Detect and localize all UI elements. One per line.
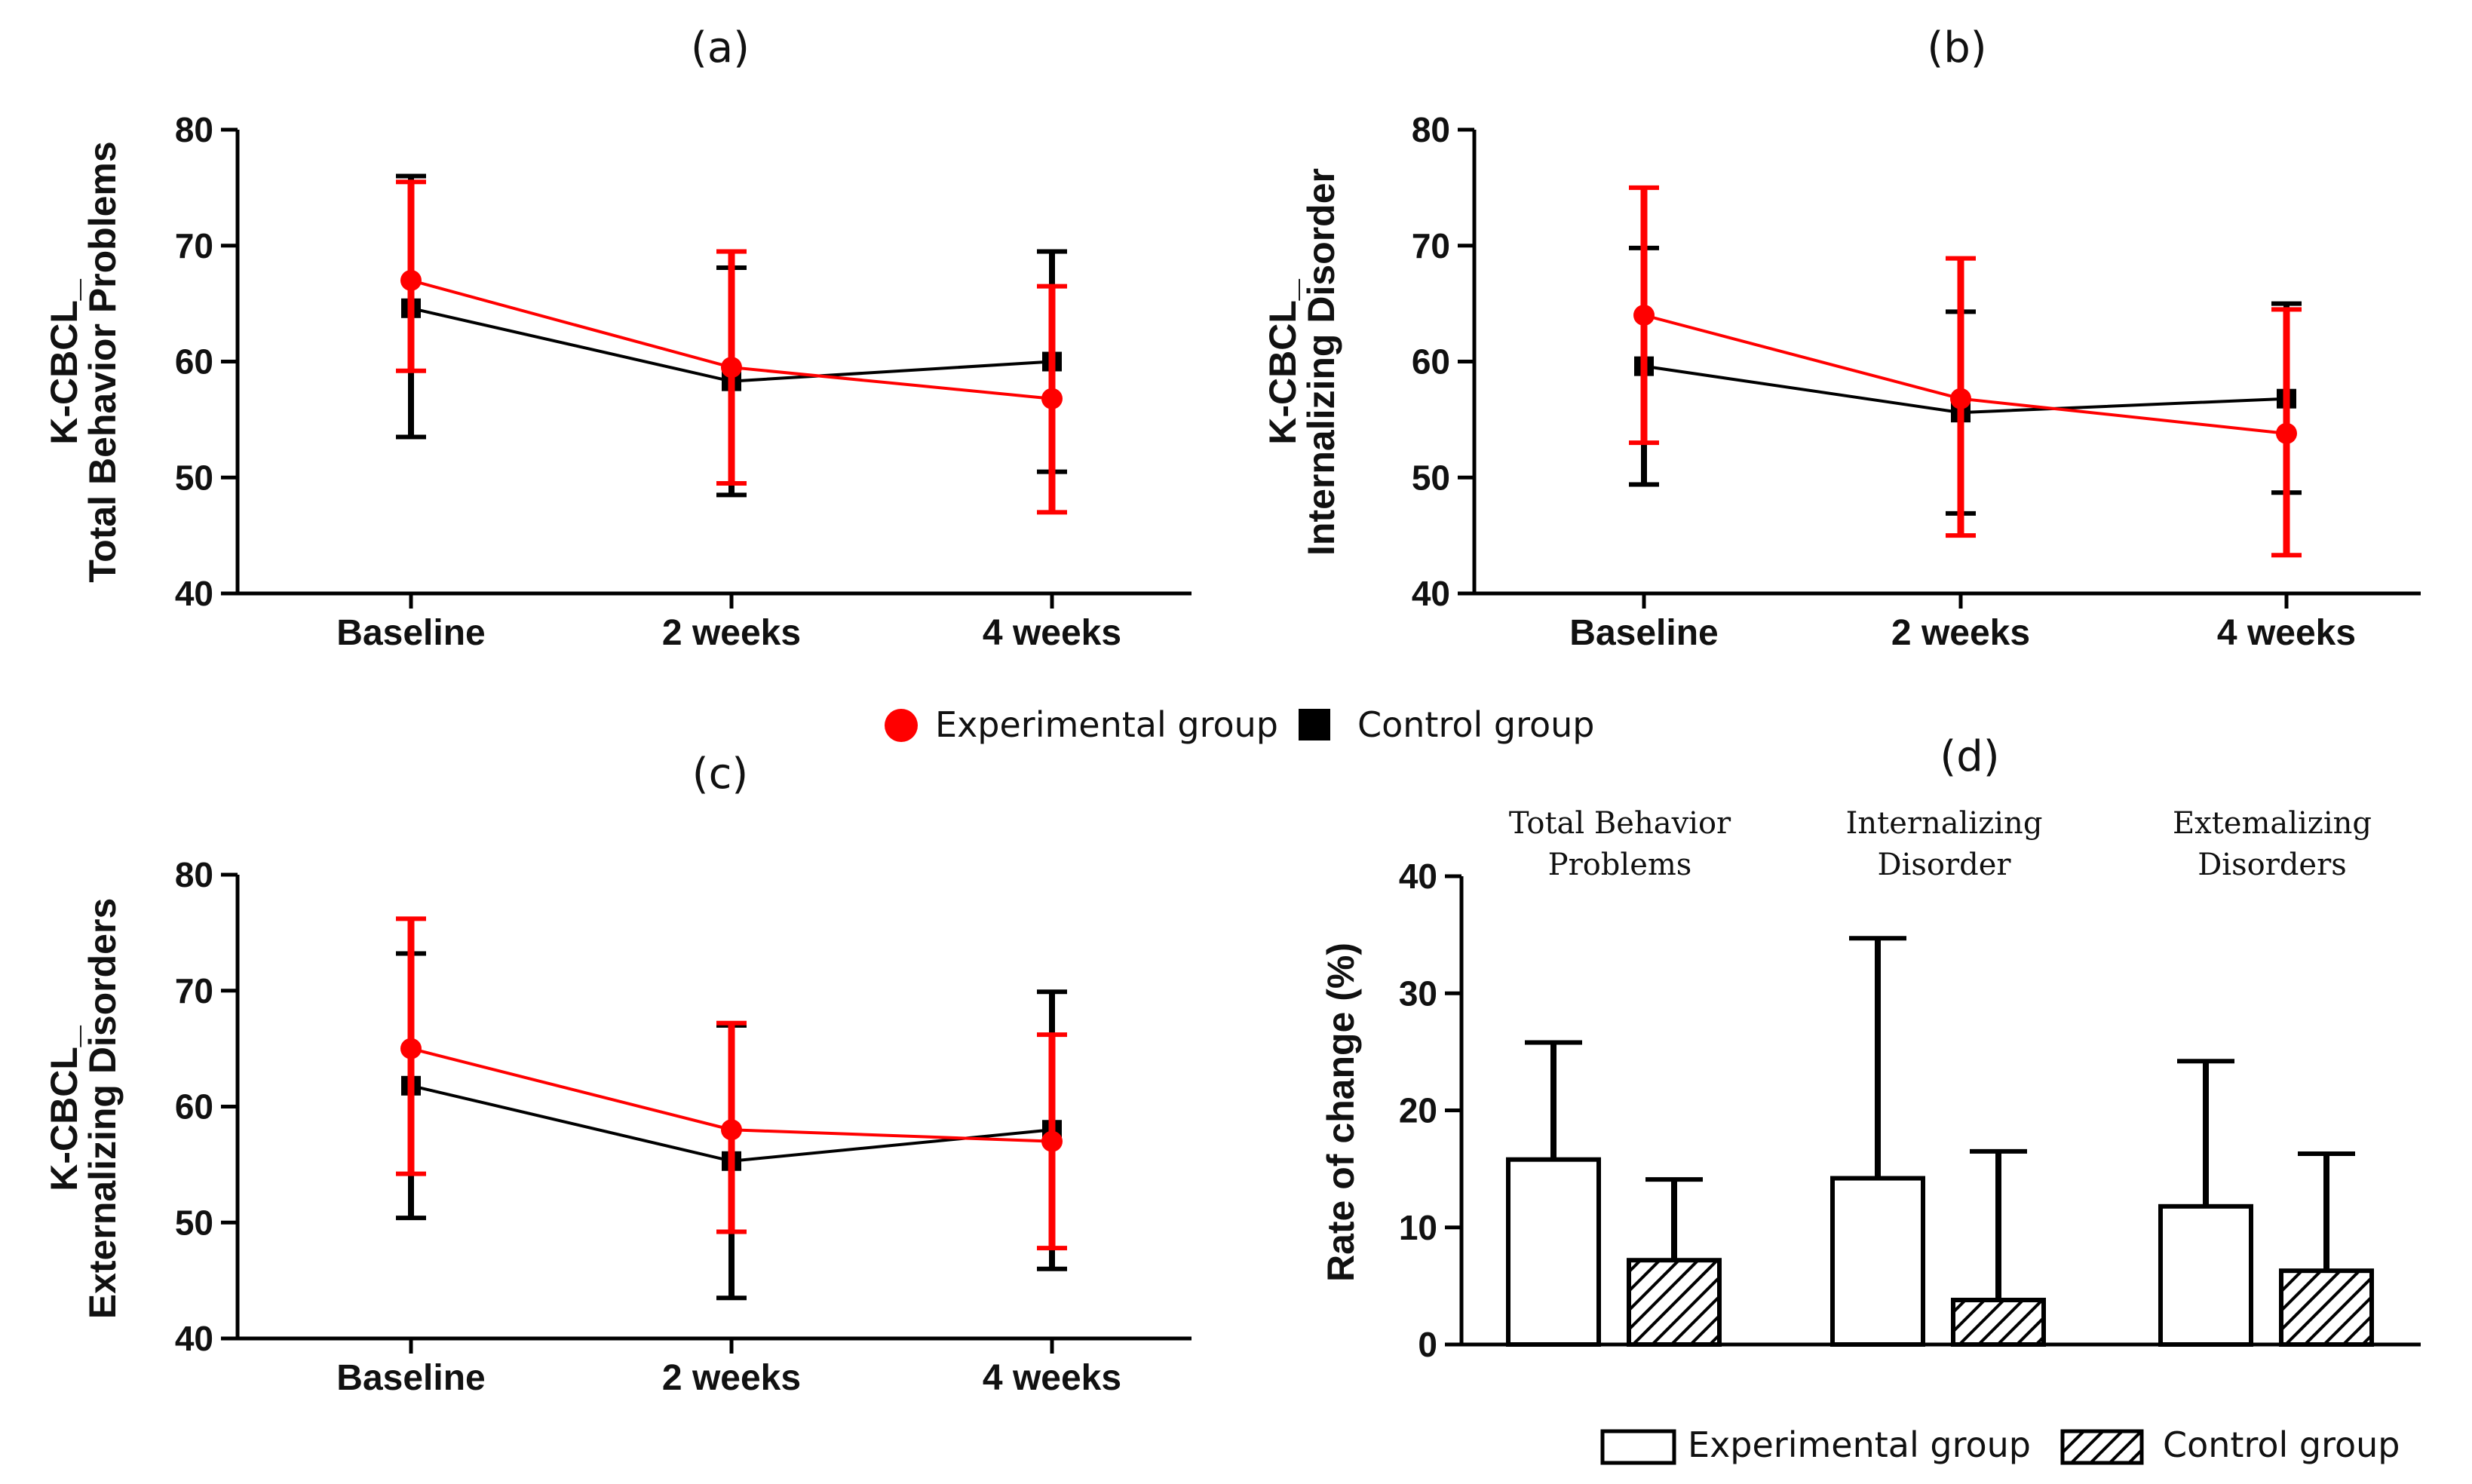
figure-legend: Experimental group Control group: [885, 704, 1595, 745]
experimental-bar: [1830, 1176, 1925, 1348]
panel-c-plot: 40 50 60 70 80 Baseline 2 weeks 4 weeks: [175, 855, 1192, 1398]
experimental-data-point: [1041, 388, 1063, 409]
legend-experimental-label: Experimental group: [935, 704, 1278, 745]
panel-b-ylabel-line2: Internalizing Disorder: [1300, 168, 1342, 556]
experimental-data-point: [2276, 422, 2297, 444]
y-tick-label: 70: [175, 226, 213, 265]
category-label-line1: Extemalizing: [2173, 806, 2372, 841]
panel-a-plot: 40 50 60 70 80 Baseline 2 weeks 4 weeks: [175, 110, 1192, 653]
category-label-line1: Total Behavior: [1509, 806, 1731, 841]
category-label-line2: Problems: [1548, 848, 1692, 882]
legend-experimental-marker: [885, 709, 918, 742]
x-tick-label: 4 weeks: [983, 1358, 1121, 1398]
bar-legend-experimental-swatch: [1600, 1429, 1676, 1465]
panel-a-ylabel-line2: Total Behavior Problems: [81, 141, 124, 582]
y-tick-label: 50: [175, 1203, 213, 1242]
bar-legend-experimental-label: Experimental group: [1688, 1424, 2031, 1465]
panel-c: (c) K-CBCL_ Externalizing Disorders 40 50…: [43, 750, 1192, 1398]
y-tick-label: 70: [175, 971, 213, 1010]
panel-b-title: (b): [1927, 23, 1986, 72]
y-tick-label: 20: [1399, 1091, 1437, 1130]
panel-c-title: (c): [692, 750, 748, 799]
experimental-data-point: [400, 1038, 422, 1059]
control-bar: [1951, 1298, 2046, 1348]
panel-a-title: (a): [691, 23, 750, 72]
x-tick-label: 4 weeks: [983, 613, 1121, 653]
panel-d-ylabel: Rate of change (%): [1320, 943, 1362, 1282]
experimental-data-point: [1950, 388, 1971, 409]
panel-a-ylabel-line1: K-CBCL_: [43, 278, 85, 445]
category-label-line1: Internalizing: [1846, 806, 2043, 841]
y-tick-label: 10: [1399, 1208, 1437, 1247]
panel-d: (d) Rate of change (%) 0 10 20 30 40 Total Be…: [1320, 732, 2421, 1364]
control-bar: [1627, 1258, 1722, 1347]
panel-c-ylabel-line1: K-CBCL_: [43, 1025, 85, 1191]
legend-control-marker: [1299, 709, 1330, 740]
experimental-data-point: [1041, 1130, 1063, 1152]
y-tick-label: 60: [1412, 342, 1450, 382]
x-tick-label: 2 weeks: [1891, 613, 2030, 653]
y-tick-label: 40: [1399, 857, 1437, 896]
panel-b-plot: 40 50 60 70 80 Baseline 2 weeks 4 weeks: [1412, 110, 2421, 653]
experimental-bar: [2158, 1203, 2253, 1348]
experimental-data-point: [1633, 305, 1655, 326]
experimental-data-point: [721, 1119, 742, 1141]
category-label-line2: Disorders: [2198, 848, 2347, 882]
y-tick-label: 0: [1418, 1325, 1437, 1364]
x-tick-label: Baseline: [1569, 613, 1718, 653]
x-tick-label: Baseline: [336, 1358, 485, 1398]
bar-legend-control-swatch: [2060, 1429, 2144, 1465]
x-tick-label: 4 weeks: [2217, 613, 2356, 653]
bar-legend-control-label: Control group: [2163, 1424, 2400, 1465]
panel-a: (a) K-CBCL_ Total Behavior Problems 40 50…: [43, 23, 1192, 653]
x-tick-label: Baseline: [336, 613, 485, 653]
bar-legend: Experimental group Control group: [1600, 1424, 2400, 1465]
experimental-data-point: [721, 357, 742, 379]
experimental-data-point: [400, 269, 422, 291]
y-tick-label: 60: [175, 1087, 213, 1127]
y-tick-label: 40: [1412, 574, 1450, 613]
panel-c-ylabel-line2: Externalizing Disorders: [81, 898, 124, 1320]
y-tick-label: 70: [1412, 226, 1450, 265]
y-tick-label: 80: [1412, 110, 1450, 149]
category-label-line2: Disorder: [1878, 848, 2012, 882]
panel-d-plot: 0 10 20 30 40 Total Behavior Problems Internali…: [1399, 806, 2421, 1364]
panel-b: (b) K-CBCL_ Internalizing Disorder 40 50 6…: [1262, 23, 2421, 653]
x-tick-label: 2 weeks: [662, 613, 801, 653]
panel-d-title: (d): [1940, 732, 1999, 781]
y-tick-label: 40: [175, 574, 213, 613]
legend-control-label: Control group: [1357, 704, 1595, 745]
control-bar: [2279, 1268, 2374, 1348]
y-tick-label: 30: [1399, 973, 1437, 1013]
y-tick-label: 80: [175, 855, 213, 894]
experimental-bar: [1506, 1157, 1601, 1347]
y-tick-label: 80: [175, 110, 213, 149]
panel-b-ylabel-line1: K-CBCL_: [1262, 278, 1304, 445]
x-tick-label: 2 weeks: [662, 1358, 801, 1398]
y-tick-label: 60: [175, 342, 213, 382]
y-tick-label: 40: [175, 1319, 213, 1358]
y-tick-label: 50: [175, 458, 213, 497]
y-tick-label: 50: [1412, 458, 1450, 497]
